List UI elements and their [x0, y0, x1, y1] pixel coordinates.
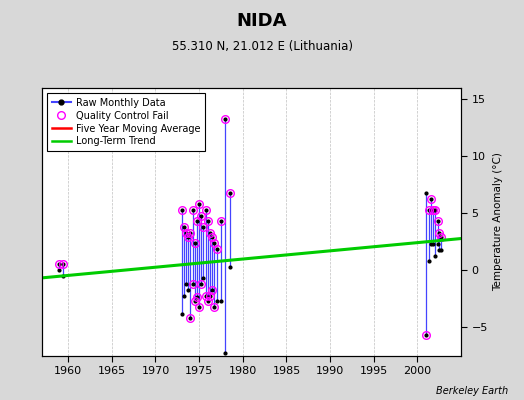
Y-axis label: Temperature Anomaly (°C): Temperature Anomaly (°C)	[494, 152, 504, 292]
Text: 55.310 N, 21.012 E (Lithuania): 55.310 N, 21.012 E (Lithuania)	[171, 40, 353, 53]
Text: Berkeley Earth: Berkeley Earth	[436, 386, 508, 396]
Legend: Raw Monthly Data, Quality Control Fail, Five Year Moving Average, Long-Term Tren: Raw Monthly Data, Quality Control Fail, …	[47, 93, 205, 151]
Text: NIDA: NIDA	[237, 12, 287, 30]
